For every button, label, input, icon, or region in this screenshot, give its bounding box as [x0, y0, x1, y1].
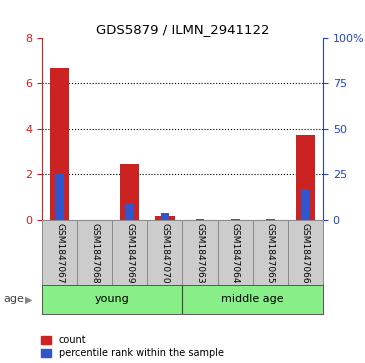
Text: GSM1847067: GSM1847067	[55, 223, 64, 284]
Bar	[126, 203, 134, 220]
Text: GSM1847069: GSM1847069	[125, 223, 134, 284]
Bar	[50, 68, 69, 220]
Bar	[161, 213, 169, 220]
Bar	[196, 219, 204, 220]
Text: age: age	[4, 294, 24, 305]
Bar	[301, 189, 310, 220]
Title: GDS5879 / ILMN_2941122: GDS5879 / ILMN_2941122	[96, 23, 269, 36]
Text: middle age: middle age	[222, 294, 284, 305]
Bar	[155, 216, 174, 220]
Text: GSM1847066: GSM1847066	[301, 223, 310, 284]
Bar	[296, 135, 315, 220]
Bar	[120, 164, 139, 220]
Text: ▶: ▶	[25, 294, 32, 305]
Text: GSM1847070: GSM1847070	[161, 223, 169, 284]
Text: GSM1847064: GSM1847064	[231, 223, 240, 284]
Text: GSM1847063: GSM1847063	[196, 223, 204, 284]
Bar	[231, 219, 239, 220]
Text: young: young	[95, 294, 130, 305]
Bar	[55, 174, 64, 220]
Bar	[266, 219, 275, 220]
Legend: count, percentile rank within the sample: count, percentile rank within the sample	[41, 335, 224, 358]
Text: GSM1847065: GSM1847065	[266, 223, 275, 284]
Text: GSM1847068: GSM1847068	[90, 223, 99, 284]
